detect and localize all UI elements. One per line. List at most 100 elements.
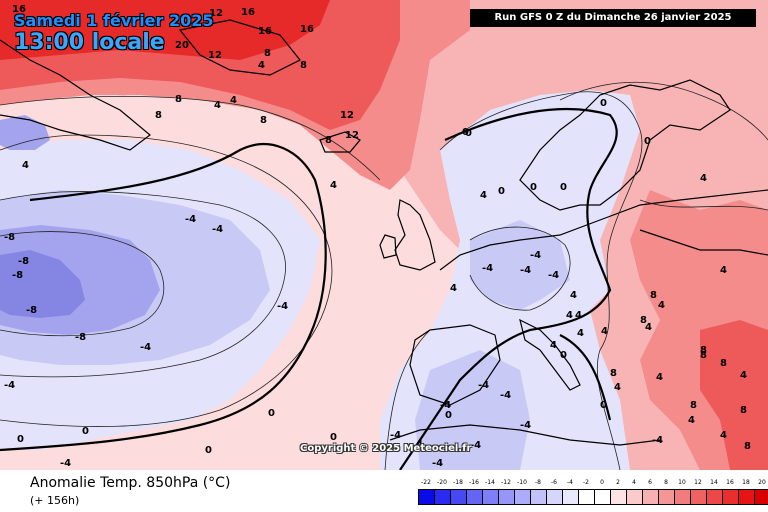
isoline-label: 4 [688,415,695,426]
isoline-label: 4 [480,190,487,201]
coast-east-europe [639,229,768,256]
isoline-label: -4 [4,380,15,391]
isoline-label: 4 [214,100,221,111]
isoline-label: 4 [601,326,608,337]
coast-uk [394,199,436,271]
coast-scandinavia [519,79,731,211]
isoline-label: 4 [700,173,707,184]
isoline-label: -4 [500,390,511,401]
isoline-label: -4 [652,435,663,446]
coast-europe-mainland [439,189,768,271]
isoline-label: 0 [268,408,275,419]
isoline-label: -4 [520,420,531,431]
isoline-label: 8 [744,441,751,452]
isoline-label: 0 [205,445,212,456]
isoline [0,95,381,181]
isoline-label: 4 [720,430,727,441]
legend-tick-label: 20 [758,479,766,486]
isoline-label: 0 [644,136,651,147]
legend-swatch [723,490,739,504]
legend-tick-label: -22 [421,479,431,486]
isoline-label: 4 [658,300,665,311]
legend-tick-label: -16 [469,479,479,486]
isoline [0,231,164,337]
color-scale-legend: -22 -20 -18 -16 -14 -12 -10 -8 -6 -4 -2 0 2 4 6 8 10 12 14… [418,479,768,505]
isoline-label: 4 [230,95,237,106]
isoline-label: 12 [340,110,354,121]
legend-swatch [691,490,707,504]
legend-swatch [643,490,659,504]
legend-swatch [659,490,675,504]
legend-tick-label: 4 [632,479,636,486]
isoline-label: 8 [700,345,707,356]
isoline-label: 16 [241,7,255,18]
legend-tick-label: 6 [648,479,652,486]
coast-iceland [319,131,361,153]
isoline-label: 8 [700,350,707,361]
isoline-label: 4 [566,310,573,321]
isoline-label: -8 [12,270,23,281]
isoline-label: 4 [22,160,29,171]
coast-greenland [0,39,151,151]
isoline-label: 8 [300,60,307,71]
isoline-label: -8 [26,305,37,316]
isoline-label: -4 [548,270,559,281]
legend-swatch [675,490,691,504]
coastlines [0,19,768,446]
coast-arctic-islands [178,19,301,76]
legend-swatch [547,490,563,504]
isoline-label: 0 [600,98,607,109]
isoline-label: 16 [105,39,119,50]
legend-tick-label: 10 [678,479,686,486]
isoline-label: 0 [600,400,607,411]
isoline [439,91,643,470]
isoline-label: 4 [330,180,337,191]
legend-tick-label: 14 [710,479,718,486]
isoline-label: 16 [12,4,26,15]
legend-tick-label: 18 [742,479,750,486]
legend-swatch [435,490,451,504]
isoline [384,329,431,470]
isoline-label: 8 [740,405,747,416]
isoline-label: 0 [560,182,567,193]
isoline-label: 0 [330,432,337,443]
valid-time-label: 13:00 locale [14,30,165,55]
isoline-label: -4 [60,458,71,469]
isoline-label: 8 [264,48,271,59]
legend-tick-label: -14 [485,479,495,486]
legend-swatch [451,490,467,504]
legend-swatch [483,490,499,504]
isoline-label: 4 [258,60,265,71]
isoline-label: -8 [4,232,15,243]
isoline-label: 4 [450,283,457,294]
isoline-label: -4 [440,400,451,411]
isoline-label: 16 [300,24,314,35]
legend-tick-label: -4 [567,479,573,486]
legend-tick-label: -6 [551,479,557,486]
isoline-label: 8 [155,110,162,121]
isoline-label: 0 [445,410,452,421]
legend-swatch [467,490,483,504]
legend-swatch [739,490,755,504]
coast-north-africa [389,424,661,446]
isoline-label: -4 [277,301,288,312]
isoline [559,334,612,421]
isoline-label: 4 [577,328,584,339]
legend-swatch [755,490,768,504]
isoline-label: 12 [209,8,223,19]
isoline-label: 4 [720,265,727,276]
isoline-label: 8 [175,94,182,105]
run-info-banner: Run GFS 0 Z du Dimanche 26 janvier 2025 [470,9,756,27]
isoline-label: 0 [82,426,89,437]
isoline-label: -4 [390,430,401,441]
isoline [559,81,768,141]
isoline-label: 0 [560,350,567,361]
legend-swatch [499,490,515,504]
coast-italy [519,318,581,391]
legend-tick-label: -2 [583,479,589,486]
legend-tick-label: 16 [726,479,734,486]
coast-ireland [379,234,397,259]
legend-swatch [611,490,627,504]
isoline-label: -4 [185,214,196,225]
